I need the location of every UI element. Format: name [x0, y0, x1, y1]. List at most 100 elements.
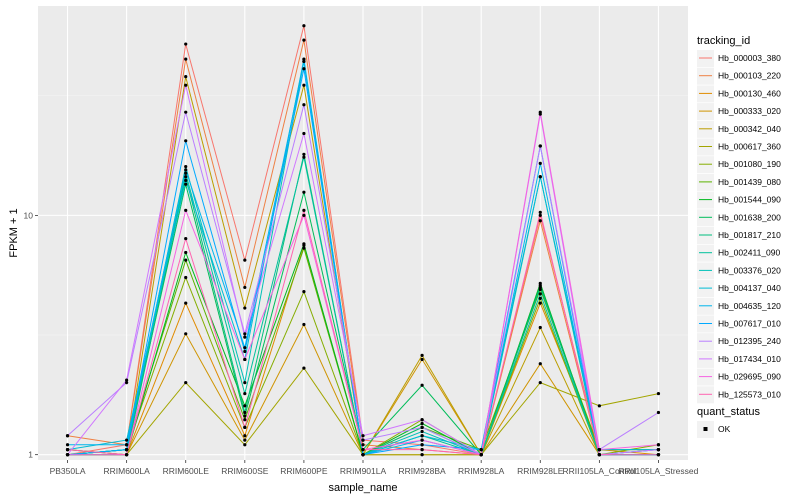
data-point: [420, 421, 424, 426]
legend-item-label: Hb_000617_360: [718, 142, 781, 152]
data-point: [243, 258, 247, 262]
data-point: [538, 301, 542, 305]
data-point: [538, 296, 542, 300]
data-point: [184, 168, 188, 172]
x-tick-label: RRIM600PE: [280, 466, 328, 476]
data-point: [65, 447, 70, 452]
data-point: [538, 362, 542, 366]
data-point: [125, 438, 129, 442]
data-point: [538, 325, 542, 330]
data-point: [125, 378, 129, 382]
data-point: [538, 292, 542, 296]
data-point: [538, 381, 542, 385]
data-point: [420, 383, 424, 387]
data-point: [184, 139, 188, 143]
x-tick-label: RRIM928BA: [398, 466, 446, 476]
data-point: [302, 322, 306, 327]
data-point: [184, 236, 188, 241]
data-point: [184, 57, 188, 61]
data-point: [243, 404, 247, 408]
data-point: [538, 110, 542, 114]
data-point: [184, 332, 188, 336]
data-point: [243, 391, 247, 396]
data-point: [243, 425, 247, 430]
data-point: [420, 357, 424, 362]
legend-item-label: Hb_000342_040: [718, 124, 781, 134]
legend-item-label: Hb_000103_220: [718, 71, 781, 81]
data-point: [656, 391, 661, 396]
data-point: [184, 175, 188, 179]
data-point: [243, 443, 247, 447]
data-point: [65, 434, 70, 438]
data-point: [420, 418, 424, 422]
legend-item-label: Hb_125573_010: [718, 389, 781, 399]
data-point: [302, 208, 306, 212]
data-point: [361, 443, 365, 447]
legend-item-label: Hb_017434_010: [718, 354, 781, 364]
data-point: [302, 366, 306, 370]
data-point: [184, 164, 188, 169]
data-point: [302, 38, 306, 42]
data-point: [420, 353, 424, 357]
y-axis-title: FPKM + 1: [8, 208, 20, 257]
data-point: [125, 453, 129, 457]
data-point: [361, 434, 365, 438]
data-point: [184, 250, 188, 255]
legend-status-label: OK: [718, 424, 731, 434]
data-point: [538, 219, 542, 223]
legend-item-label: Hb_003376_020: [718, 265, 781, 275]
data-point: [184, 178, 188, 183]
x-tick-label: RRII105LA_Stressed: [619, 466, 699, 476]
data-point: [243, 349, 247, 354]
data-point: [302, 83, 306, 87]
legend-item-label: Hb_004635_120: [718, 301, 781, 311]
data-point: [302, 152, 306, 156]
legend-item-label: Hb_000333_020: [718, 106, 781, 116]
legend-status-title: quant_status: [697, 406, 760, 418]
data-point: [420, 434, 424, 438]
data-point: [656, 443, 661, 447]
data-point: [243, 414, 247, 418]
legend-item-label: Hb_000130_460: [718, 88, 781, 98]
data-point: [538, 144, 542, 148]
data-point: [597, 453, 601, 457]
x-tick-label: RRIM901LA: [340, 466, 387, 476]
x-tick-label: RRIM600LA: [103, 466, 150, 476]
data-point: [538, 213, 542, 217]
data-point: [597, 447, 601, 452]
data-point: [538, 285, 542, 290]
x-tick-label: RRIM928LE: [517, 466, 564, 476]
data-point: [420, 429, 424, 434]
data-point: [184, 110, 188, 114]
legend-item-label: Hb_000003_380: [718, 53, 781, 63]
x-tick-label: RRII105LA_Control: [563, 466, 637, 476]
legend-item-label: Hb_001080_190: [718, 159, 781, 169]
data-point: [243, 381, 247, 385]
y-tick-label: 1: [28, 450, 33, 460]
data-point: [184, 275, 188, 280]
x-tick-label: RRIM928LA: [458, 466, 505, 476]
data-point: [420, 443, 424, 447]
legend: tracking_id quant_status Hb_000003_380 Hb…: [697, 35, 781, 438]
data-point: [184, 258, 188, 262]
legend-item-label: Hb_001817_210: [718, 230, 781, 240]
data-point: [361, 438, 365, 442]
x-axis-title: sample_name: [328, 482, 397, 494]
legend-item-label: Hb_004137_040: [718, 283, 781, 293]
data-point: [302, 246, 306, 250]
legend-item-label: Hb_007617_010: [718, 319, 781, 329]
data-point: [420, 453, 424, 457]
data-point: [302, 213, 306, 217]
legend-item-label: Hb_001544_090: [718, 195, 781, 205]
data-point: [656, 410, 661, 415]
data-point: [184, 171, 188, 175]
data-point: [184, 182, 188, 186]
x-tick-label: RRIM600LE: [163, 466, 210, 476]
data-point: [302, 103, 306, 107]
data-point: [656, 453, 661, 457]
data-point: [420, 447, 424, 452]
data-point: [420, 425, 424, 430]
x-tick-label: RRIM600SE: [221, 466, 269, 476]
legend-point-key: [703, 427, 708, 431]
data-point: [184, 42, 188, 46]
